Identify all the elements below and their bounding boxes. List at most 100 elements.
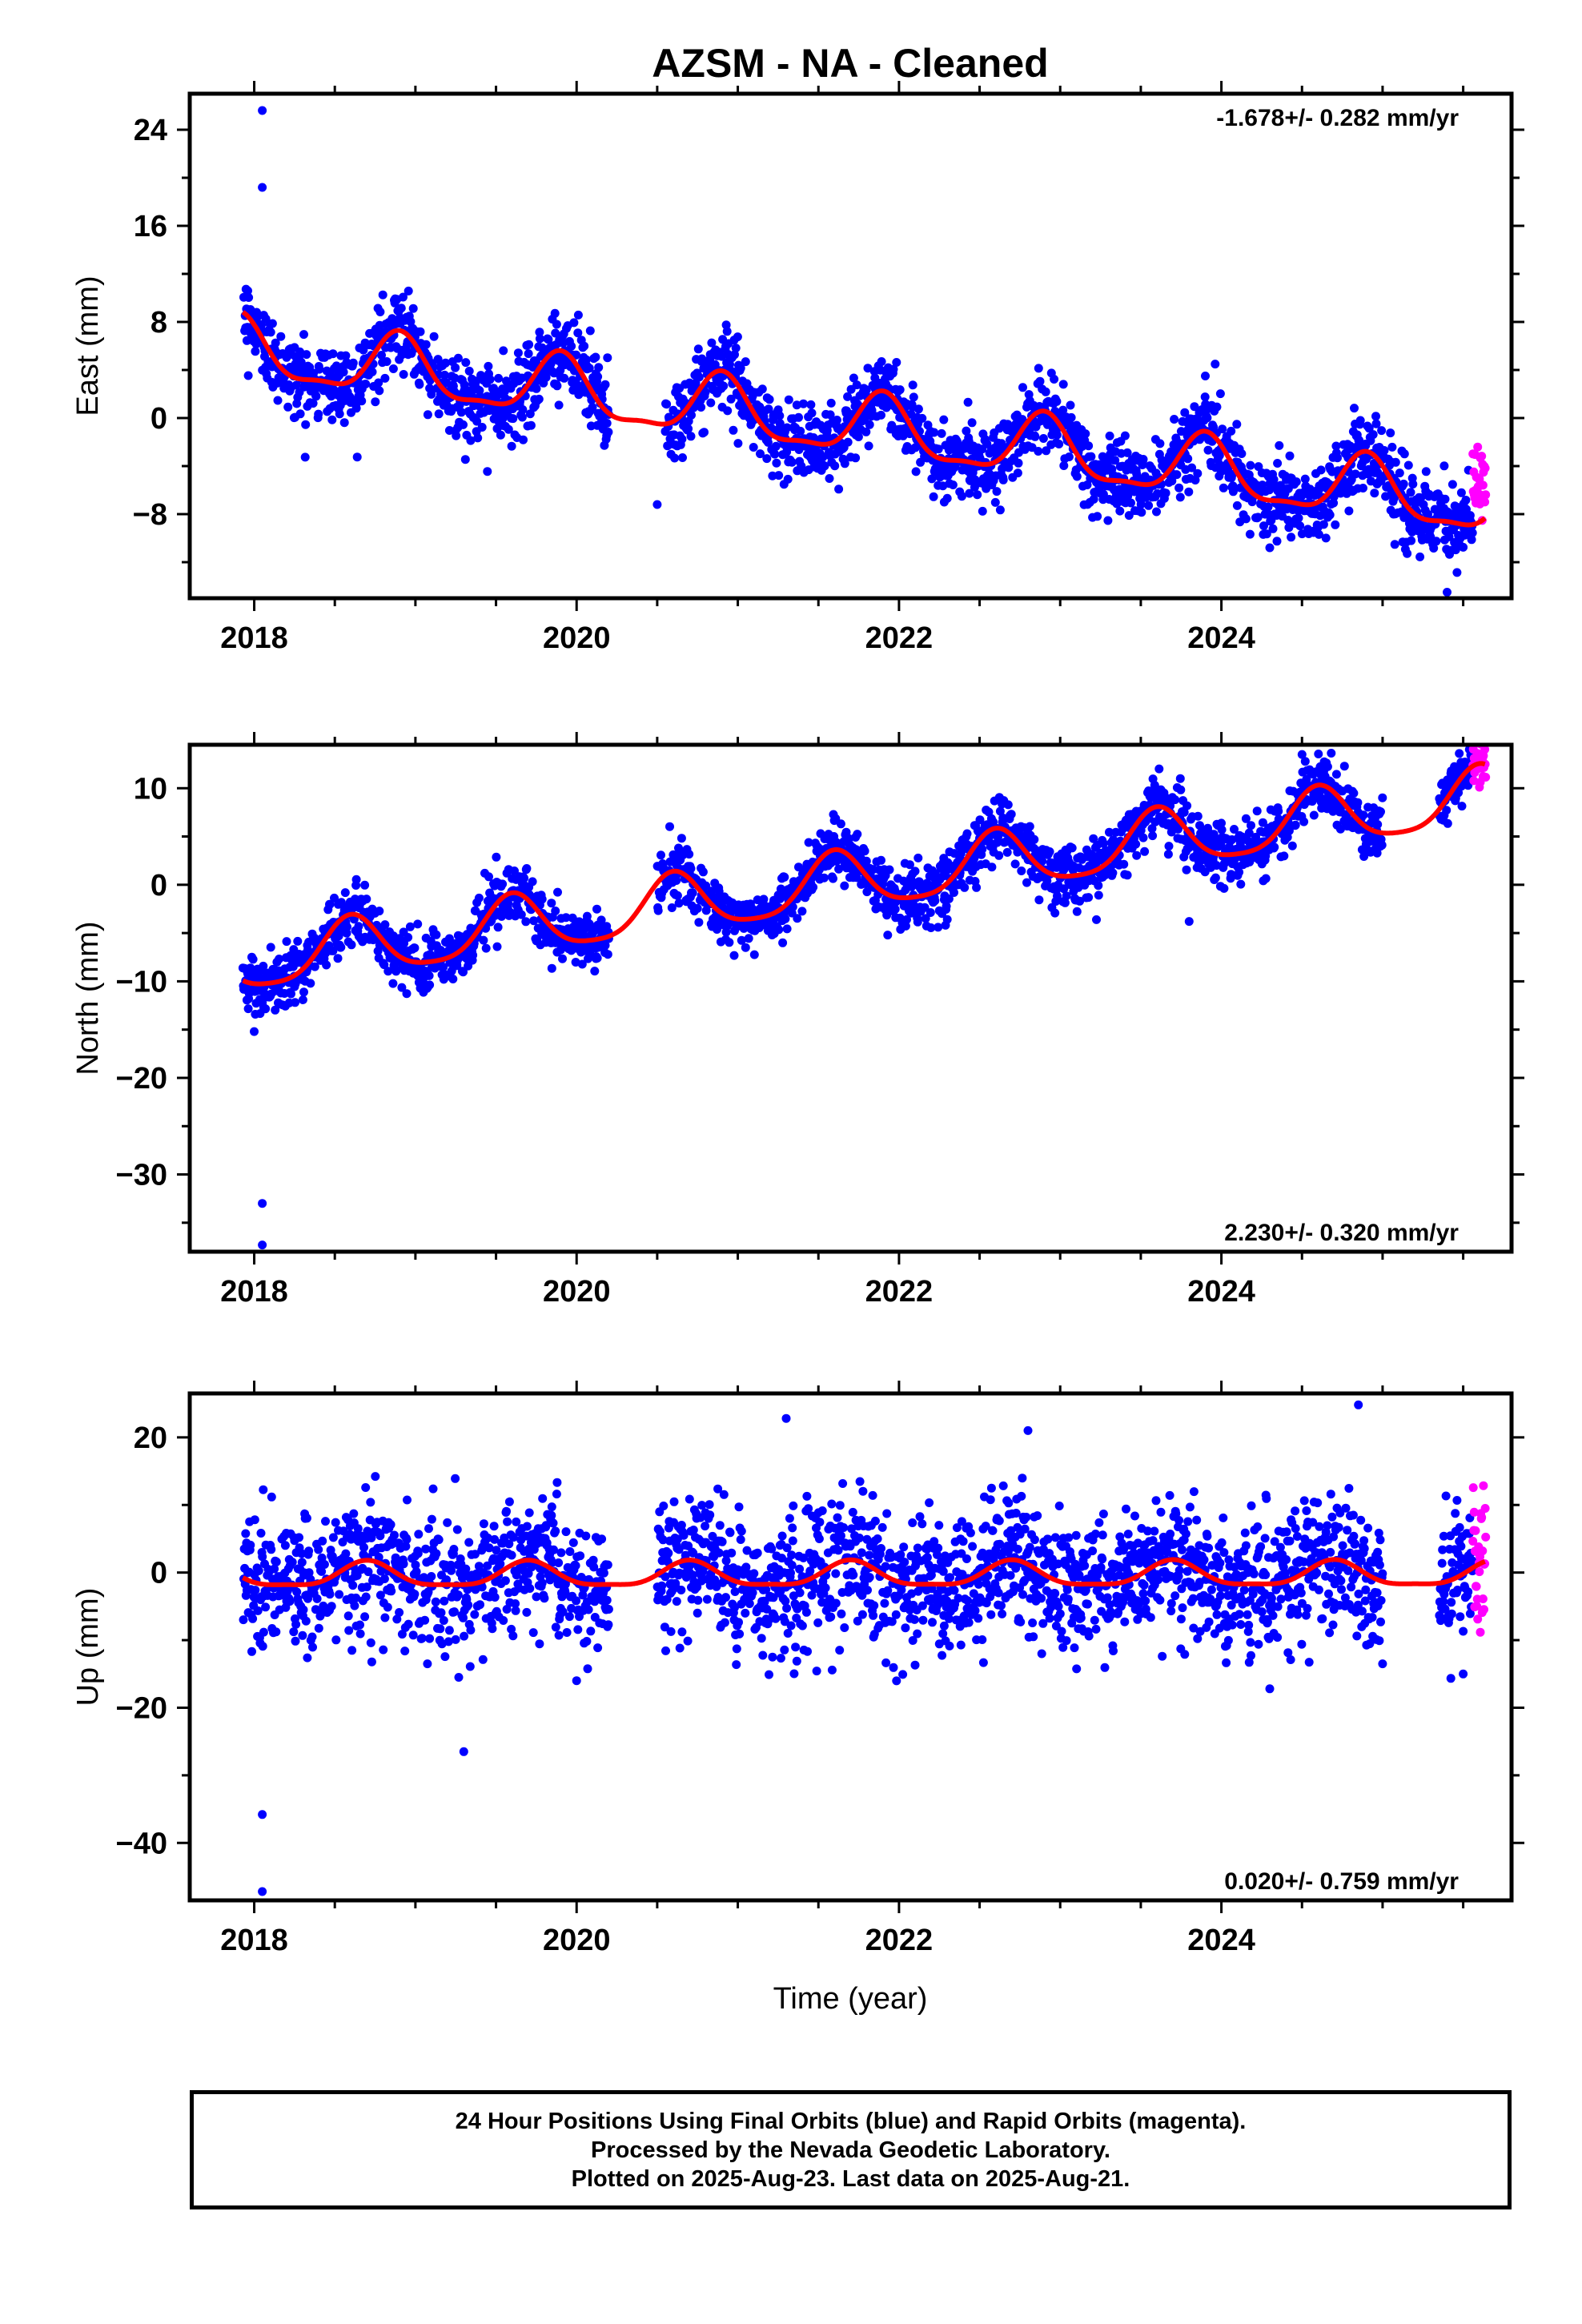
north-final-point bbox=[1164, 842, 1174, 851]
east-final-point bbox=[1283, 516, 1293, 525]
east-final-point bbox=[757, 384, 767, 394]
north-final-point bbox=[1182, 865, 1191, 875]
east-final-point bbox=[1321, 533, 1331, 543]
east-final-point bbox=[1465, 511, 1475, 521]
north-rate-annotation: 2.230+/- 0.320 mm/yr bbox=[1224, 1220, 1459, 1246]
east-final-point bbox=[687, 410, 696, 420]
north-final-point bbox=[788, 903, 797, 911]
east-final-point bbox=[416, 327, 425, 336]
east-final-point bbox=[733, 332, 742, 342]
east-final-point bbox=[1058, 405, 1068, 415]
north-final-point bbox=[1457, 802, 1467, 811]
north-final-point bbox=[674, 899, 684, 908]
east-final-point bbox=[1387, 442, 1397, 452]
north-final-point bbox=[336, 898, 346, 907]
east-final-point bbox=[807, 408, 817, 418]
east-final-point bbox=[1193, 468, 1203, 478]
north-final-point bbox=[577, 959, 587, 969]
east-final-point bbox=[799, 399, 808, 408]
north-final-point bbox=[551, 907, 560, 915]
east-final-point bbox=[794, 412, 803, 422]
east-final-point bbox=[352, 452, 362, 462]
east-final-point bbox=[1386, 428, 1395, 438]
east-final-point bbox=[775, 411, 785, 420]
north-final-point bbox=[1067, 843, 1077, 853]
east-final-point bbox=[1314, 529, 1323, 539]
east-final-point bbox=[1190, 402, 1199, 412]
east-final-point bbox=[1415, 552, 1425, 561]
east-final-point bbox=[1262, 529, 1271, 539]
east-final-point bbox=[939, 415, 949, 424]
east-outlier-point bbox=[1201, 372, 1210, 380]
north-final-point bbox=[759, 895, 769, 904]
east-final-point bbox=[1294, 513, 1303, 523]
north-final-point bbox=[325, 899, 335, 909]
east-final-point bbox=[861, 385, 871, 395]
east-x-tick-label: 2020 bbox=[543, 621, 611, 655]
north-final-point bbox=[1323, 762, 1332, 771]
east-final-point bbox=[534, 394, 544, 404]
north-final-point bbox=[930, 896, 940, 906]
north-y-axis-label: North (mm) bbox=[71, 921, 105, 1075]
east-final-point bbox=[774, 471, 784, 480]
east-final-point bbox=[917, 413, 927, 423]
east-final-point bbox=[452, 431, 461, 440]
east-x-tick-label: 2024 bbox=[1187, 621, 1255, 655]
north-final-point bbox=[322, 960, 331, 970]
east-final-point bbox=[1408, 480, 1418, 489]
east-final-point bbox=[1219, 483, 1228, 493]
east-final-point bbox=[962, 426, 971, 436]
north-final-point bbox=[1219, 883, 1229, 893]
east-final-point bbox=[843, 392, 853, 401]
up-final-point bbox=[304, 1546, 314, 1556]
east-final-point bbox=[300, 452, 310, 462]
east-final-point bbox=[1137, 508, 1146, 517]
north-final-point bbox=[1163, 850, 1173, 859]
north-final-point bbox=[694, 918, 704, 927]
east-final-point bbox=[242, 336, 251, 345]
east-final-point bbox=[1227, 426, 1236, 436]
east-final-point bbox=[299, 330, 308, 340]
up-final-point bbox=[267, 1545, 276, 1554]
east-final-point bbox=[594, 363, 604, 372]
east-final-point bbox=[1468, 528, 1477, 537]
east-final-point bbox=[603, 353, 612, 363]
north-final-point bbox=[1075, 896, 1085, 906]
north-final-point bbox=[737, 935, 746, 945]
east-final-point bbox=[359, 345, 368, 355]
east-final-point bbox=[295, 409, 305, 419]
east-final-point bbox=[707, 338, 717, 348]
up-final-point bbox=[297, 1558, 307, 1567]
north-final-point bbox=[1170, 795, 1180, 805]
up-final-point bbox=[254, 1566, 263, 1575]
north-final-point bbox=[391, 967, 401, 976]
north-final-point bbox=[298, 995, 307, 1004]
north-final-point bbox=[890, 904, 900, 914]
east-final-point bbox=[825, 410, 835, 420]
east-final-point bbox=[485, 375, 495, 384]
north-final-point bbox=[448, 975, 458, 983]
north-final-point bbox=[1378, 793, 1387, 802]
north-final-point bbox=[1017, 866, 1026, 875]
north-final-point bbox=[701, 906, 711, 915]
east-final-point bbox=[399, 370, 408, 379]
north-final-point bbox=[686, 864, 696, 873]
east-final-point bbox=[853, 432, 863, 441]
east-final-point bbox=[1467, 535, 1476, 545]
east-final-point bbox=[1390, 540, 1399, 549]
north-final-point bbox=[852, 873, 861, 883]
up-final-point bbox=[256, 1529, 266, 1538]
east-final-point bbox=[1035, 376, 1045, 386]
east-final-point bbox=[404, 286, 413, 296]
east-final-point bbox=[1371, 412, 1380, 421]
up-final-point bbox=[239, 1615, 248, 1625]
north-outlier-point bbox=[1297, 750, 1307, 759]
east-final-point bbox=[867, 405, 877, 415]
east-final-point bbox=[1180, 408, 1190, 417]
up-final-point bbox=[301, 1616, 311, 1626]
north-final-point bbox=[1373, 820, 1383, 829]
east-x-tick-label: 2018 bbox=[220, 621, 288, 655]
north-final-point bbox=[1464, 730, 1473, 738]
